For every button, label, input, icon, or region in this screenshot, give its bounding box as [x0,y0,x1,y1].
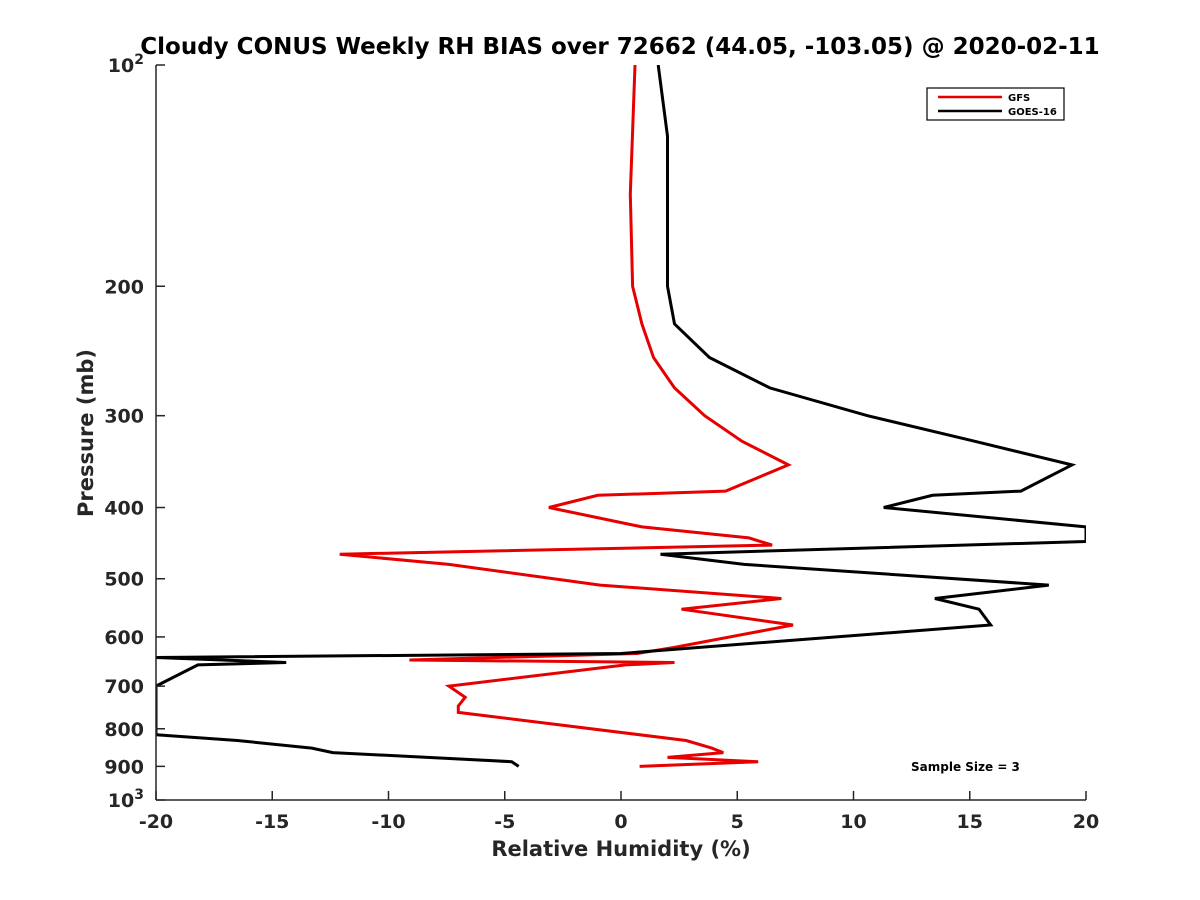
series-layer [156,65,1086,768]
legend: GFS GOES-16 [926,87,1065,121]
legend-box [926,87,1065,121]
x-tick-label: 20 [1073,811,1099,833]
y-tick-label: 600 [104,627,144,649]
x-tick-label: 5 [731,811,744,833]
y-tick-label: 900 [104,756,144,778]
x-tick-label: -20 [139,811,173,833]
series-line-gfs [339,65,794,768]
y-tick-label: 103 [108,787,144,812]
x-tick-label: 10 [840,811,866,833]
chart-title: Cloudy CONUS Weekly RH BIAS over 72662 (… [140,34,1099,60]
y-tick-label: 700 [104,676,144,698]
y-tick-label: 500 [104,569,144,591]
y-tick-label: 102 [108,52,144,77]
legend-label-goes-16: GOES-16 [1008,107,1057,118]
sample-size-annotation: Sample Size = 3 [911,760,1020,774]
x-ticks: -20 -15 -10 -5 0 5 10 15 20 [139,791,1099,833]
y-tick-label: 400 [104,498,144,520]
plot-background [156,65,1086,800]
y-tick-label: 800 [104,719,144,741]
x-axis-title: Relative Humidity (%) [491,837,750,861]
x-tick-label: -10 [371,811,405,833]
y-tick-label: 300 [104,406,144,428]
y-axis-title: Pressure (mb) [74,349,98,517]
legend-label-gfs: GFS [1008,93,1030,104]
y-tick-label: 200 [104,276,144,298]
x-tick-label: 15 [957,811,983,833]
series-line-goes-16 [156,65,1086,768]
y-ticks: 102 200 300 400 500 600 700 800 900 103 [104,52,165,812]
plot-area [156,65,1086,800]
x-tick-label: -5 [494,811,515,833]
x-tick-label: -15 [255,811,289,833]
x-tick-label: 0 [614,811,627,833]
